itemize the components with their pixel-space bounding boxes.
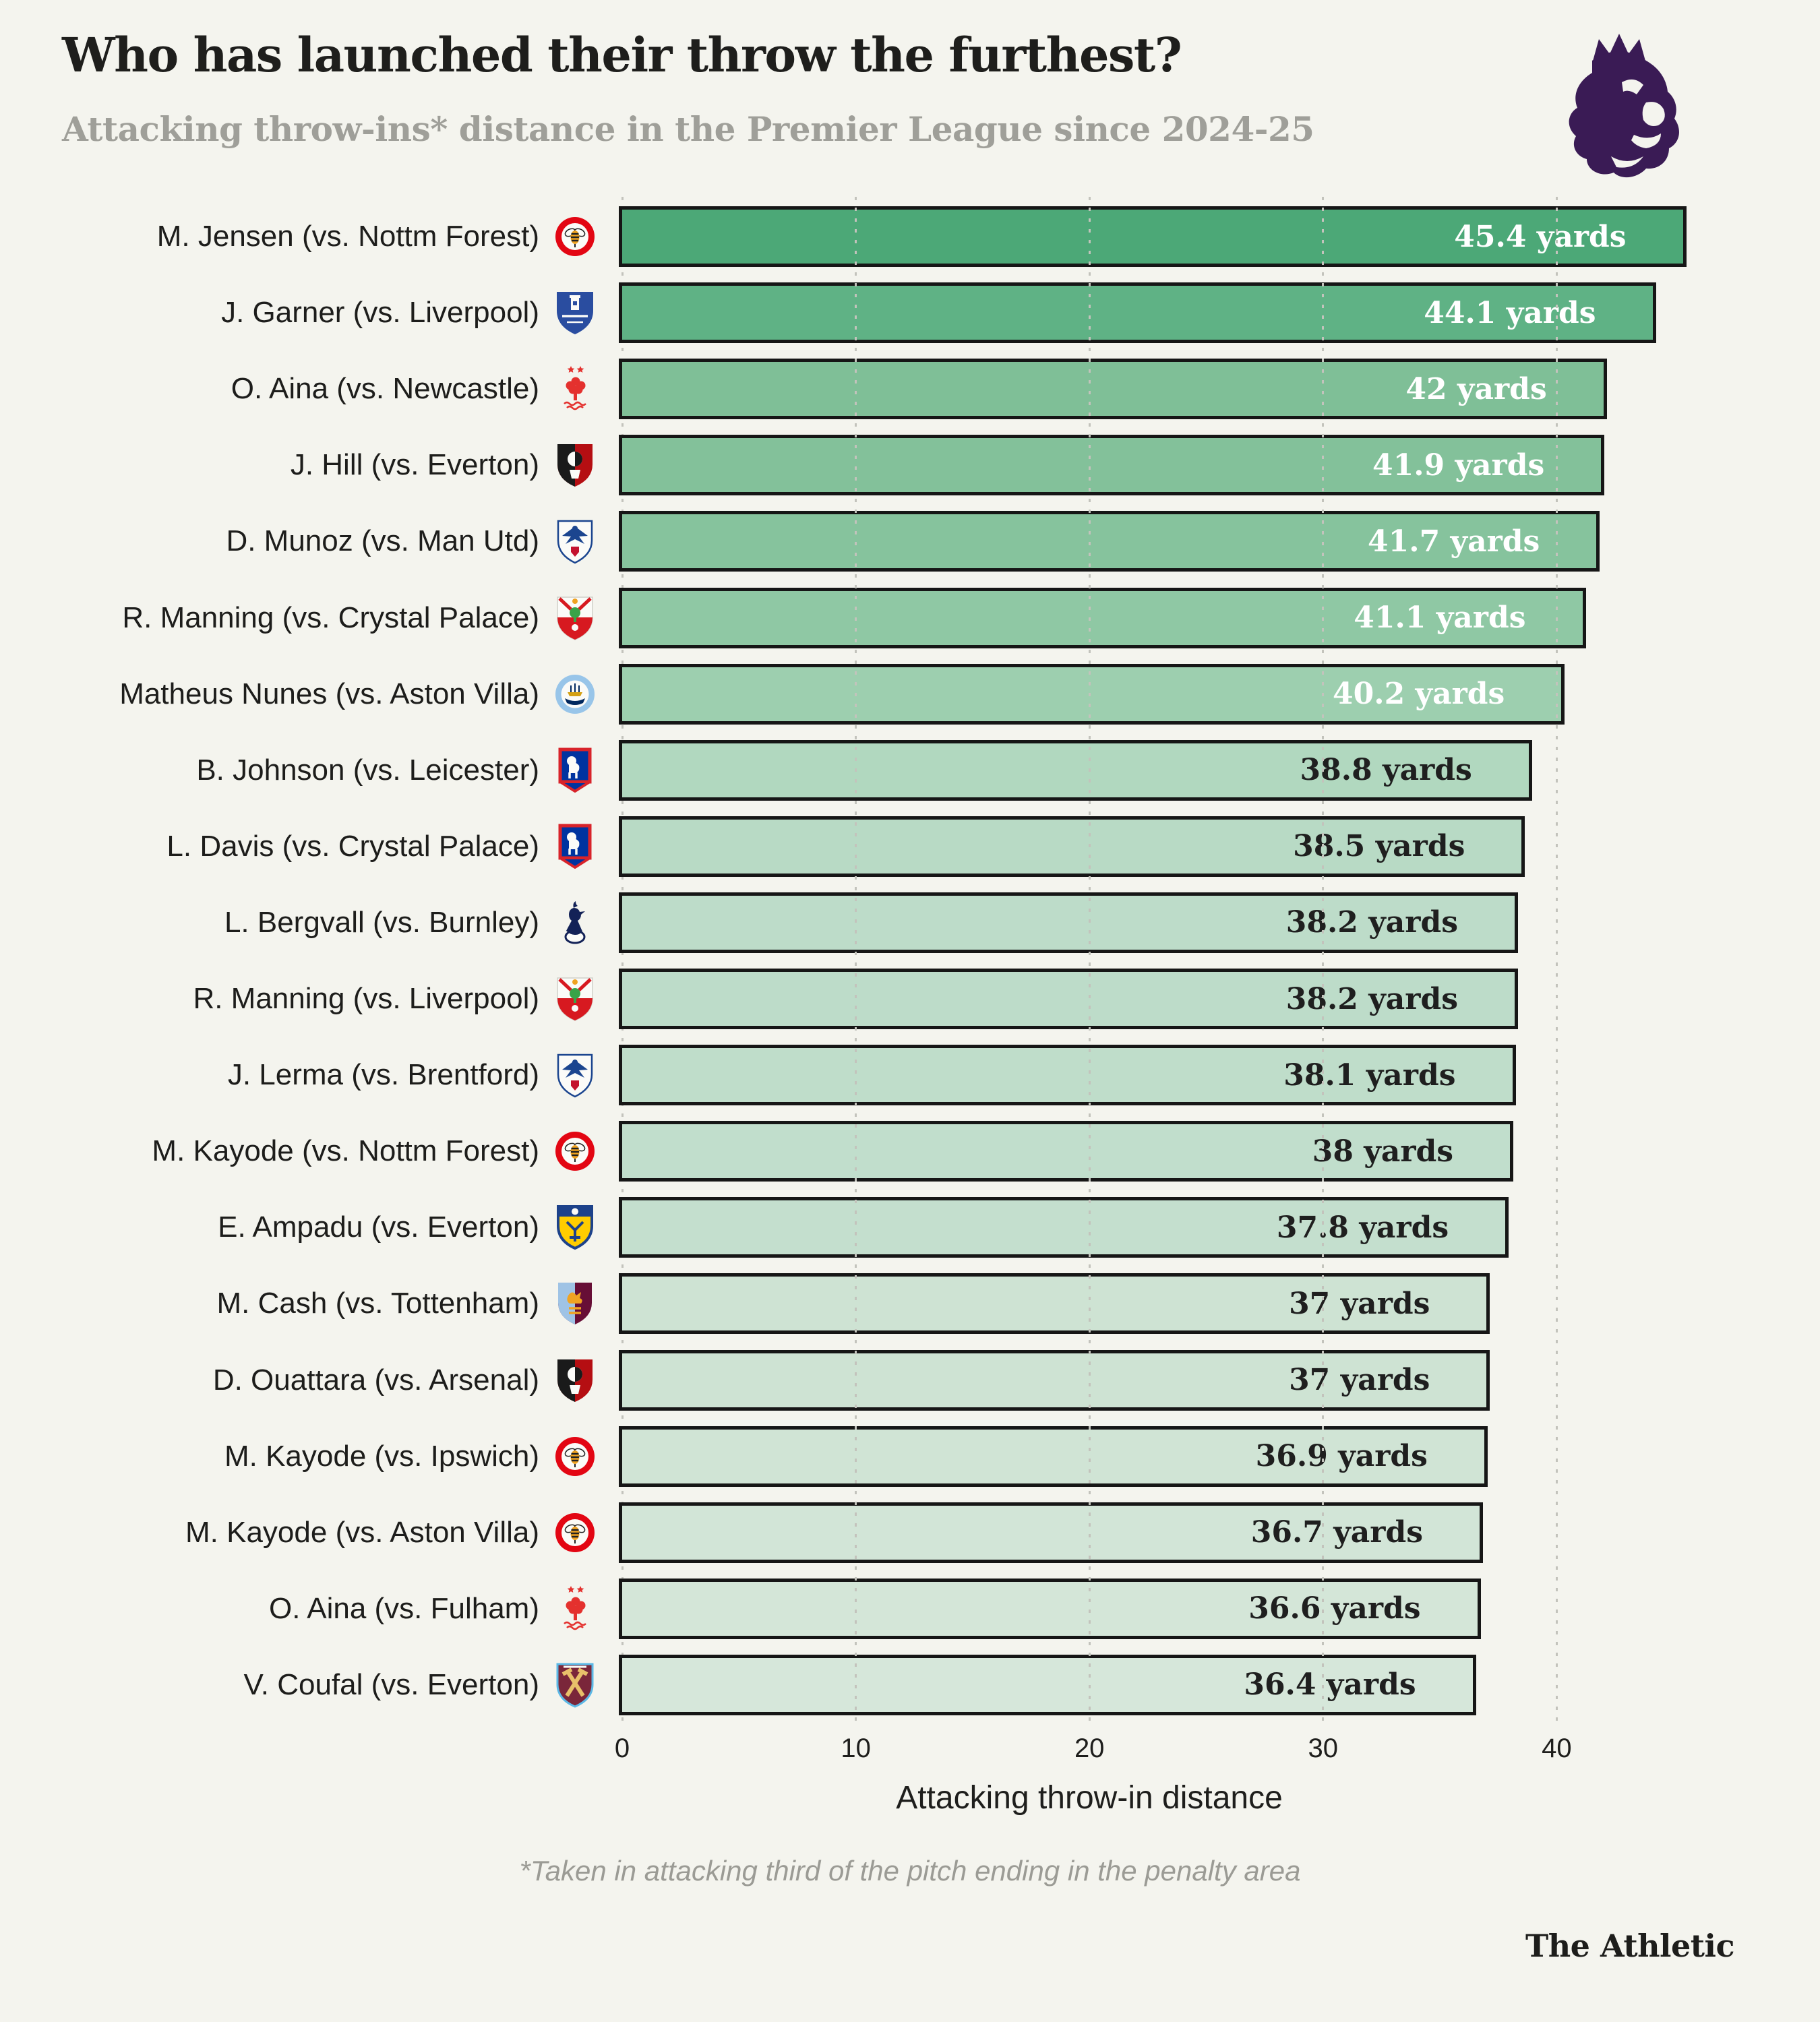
bar: 38 yards — [619, 1121, 1514, 1182]
player-label: B. Johnson (vs. Leicester) — [196, 753, 539, 787]
bar: 40.2 yards — [619, 663, 1565, 725]
brentford-badge-icon — [553, 1502, 597, 1563]
bar-value: 45.4 yards — [1454, 219, 1627, 254]
bournemouth-badge-icon — [553, 435, 597, 495]
player-label: M. Kayode (vs. Ipswich) — [224, 1439, 539, 1473]
bar: 38.5 yards — [619, 816, 1525, 877]
player-label: M. Cash (vs. Tottenham) — [216, 1287, 539, 1320]
premier-league-logo — [1552, 31, 1687, 179]
southampton-badge-icon — [553, 969, 597, 1029]
x-axis-title: Attacking throw-in distance — [896, 1780, 1283, 1816]
page-subtitle: Attacking throw-ins* distance in the Pre… — [62, 109, 1314, 149]
bar-value: 38.2 yards — [1285, 905, 1458, 940]
bar-value: 41.1 yards — [1354, 601, 1526, 635]
bar: 36.4 yards — [619, 1654, 1476, 1715]
player-label: M. Kayode (vs. Aston Villa) — [185, 1515, 539, 1549]
bar-value: 38.5 yards — [1293, 829, 1465, 864]
bar: 38.1 yards — [619, 1045, 1516, 1106]
everton-badge-icon — [553, 282, 597, 343]
x-tick-label: 10 — [841, 1734, 871, 1763]
bar-value: 38 yards — [1312, 1134, 1454, 1169]
bar: 37 yards — [619, 1349, 1490, 1411]
brand-wordmark: The Athletic — [1525, 1928, 1735, 1964]
player-label: D. Munoz (vs. Man Utd) — [226, 524, 539, 558]
player-label: E. Ampadu (vs. Everton) — [218, 1211, 539, 1244]
player-label: J. Garner (vs. Liverpool) — [221, 296, 539, 330]
player-label: L. Davis (vs. Crystal Palace) — [166, 829, 539, 863]
bar-value: 36.6 yards — [1248, 1591, 1421, 1626]
bar-value: 36.7 yards — [1250, 1515, 1424, 1550]
bar-value: 38.8 yards — [1300, 753, 1472, 788]
gridline — [1088, 197, 1091, 1728]
bar: 41.9 yards — [619, 435, 1605, 496]
player-label: J. Hill (vs. Everton) — [290, 448, 539, 482]
player-label: M. Jensen (vs. Nottm Forest) — [156, 220, 539, 253]
x-tick-label: 20 — [1074, 1734, 1105, 1763]
player-label: D. Ouattara (vs. Arsenal) — [212, 1363, 539, 1397]
bar-value: 40.2 yards — [1333, 677, 1505, 712]
player-label: L. Bergvall (vs. Burnley) — [224, 905, 539, 939]
bar: 44.1 yards — [619, 282, 1656, 344]
crystal-palace-badge-icon — [553, 511, 597, 572]
bar-value: 36.9 yards — [1255, 1439, 1428, 1474]
player-label: R. Manning (vs. Crystal Palace) — [122, 601, 539, 634]
bar-value: 38.2 yards — [1285, 981, 1458, 1016]
player-label: O. Aina (vs. Newcastle) — [231, 372, 539, 406]
bar: 38.8 yards — [619, 739, 1532, 801]
tottenham-badge-icon — [553, 892, 597, 953]
bar-value: 41.9 yards — [1372, 448, 1545, 483]
player-label: J. Lerma (vs. Brentford) — [227, 1058, 539, 1092]
gridline — [1555, 197, 1558, 1728]
player-label: M. Kayode (vs. Nottm Forest) — [152, 1134, 539, 1168]
bar: 36.6 yards — [619, 1578, 1481, 1639]
brentford-badge-icon — [553, 1121, 597, 1182]
ipswich-badge-icon — [553, 740, 597, 801]
man-city-badge-icon — [553, 664, 597, 725]
bar: 41.7 yards — [619, 511, 1600, 572]
bar-value: 38.1 yards — [1283, 1058, 1456, 1093]
bar: 41.1 yards — [619, 587, 1586, 648]
player-label: Matheus Nunes (vs. Aston Villa) — [119, 677, 539, 710]
footnote: *Taken in attacking third of the pitch e… — [519, 1855, 1301, 1887]
gridline — [1322, 197, 1325, 1728]
bar-value: 37 yards — [1289, 1363, 1430, 1397]
bar: 38.2 yards — [619, 969, 1518, 1029]
bar-value: 37 yards — [1289, 1286, 1430, 1321]
bar: 38.2 yards — [619, 892, 1518, 953]
player-label: V. Coufal (vs. Everton) — [243, 1667, 539, 1701]
bar-value: 44.1 yards — [1424, 295, 1596, 330]
leeds-badge-icon — [553, 1197, 597, 1258]
bar-value: 42 yards — [1405, 371, 1547, 406]
nottm-forest-badge-icon — [553, 1579, 597, 1639]
bar: 45.4 yards — [619, 206, 1687, 267]
bar-value: 36.4 yards — [1244, 1667, 1416, 1703]
page-title: Who has launched their throw the furthes… — [62, 27, 1182, 83]
x-tick-label: 30 — [1308, 1734, 1339, 1763]
player-label: R. Manning (vs. Liverpool) — [193, 982, 539, 1015]
brentford-badge-icon — [553, 206, 597, 267]
west-ham-badge-icon — [553, 1655, 597, 1715]
crystal-palace-badge-icon — [553, 1045, 597, 1105]
bar-value: 41.7 yards — [1368, 524, 1540, 559]
aston-villa-badge-icon — [553, 1273, 597, 1334]
bar: 37.8 yards — [619, 1197, 1509, 1258]
x-tick-label: 40 — [1542, 1734, 1572, 1763]
brentford-badge-icon — [553, 1426, 597, 1487]
bar-value: 37.8 yards — [1276, 1210, 1449, 1245]
player-label: O. Aina (vs. Fulham) — [268, 1591, 539, 1625]
bournemouth-badge-icon — [553, 1350, 597, 1411]
ipswich-badge-icon — [553, 816, 597, 877]
nottm-forest-badge-icon — [553, 359, 597, 419]
bar: 36.9 yards — [619, 1426, 1488, 1487]
gridline — [855, 197, 857, 1728]
southampton-badge-icon — [553, 588, 597, 648]
x-tick-label: 0 — [614, 1734, 630, 1763]
bar: 42 yards — [619, 359, 1607, 420]
bar: 36.7 yards — [619, 1502, 1484, 1563]
gridline — [621, 197, 624, 1728]
bar: 37 yards — [619, 1273, 1490, 1335]
